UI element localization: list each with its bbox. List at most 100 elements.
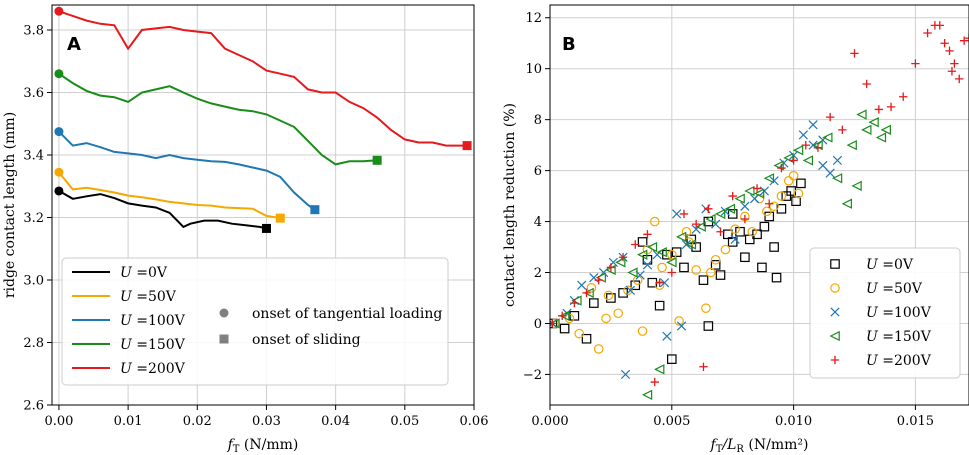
point-50V xyxy=(649,216,660,227)
point-200V xyxy=(699,362,708,371)
point-50V xyxy=(747,226,757,237)
point-100V xyxy=(750,194,760,204)
point-0V xyxy=(764,211,775,222)
point-100V xyxy=(620,369,631,380)
point-100V xyxy=(625,285,636,295)
point-200V xyxy=(667,268,677,277)
point-200V xyxy=(940,39,949,48)
point-100V xyxy=(691,224,701,234)
point-200V xyxy=(594,275,603,285)
legend-label-50V: U =50V xyxy=(866,281,923,297)
point-150V xyxy=(783,152,794,164)
point-200V xyxy=(886,102,896,112)
point-200V xyxy=(911,59,920,68)
point-150V xyxy=(841,198,852,209)
x-axis-label: fT/LR (N/mm²) xyxy=(710,437,809,455)
legend-label-150V: U =150V xyxy=(866,329,932,345)
point-50V xyxy=(601,313,611,324)
point-100V xyxy=(769,176,779,186)
legend-label-200V: U =200V xyxy=(120,361,186,377)
point-0V xyxy=(703,321,714,331)
y-tick-label: 6 xyxy=(534,164,542,179)
onset-tangential-marker-200V xyxy=(54,6,64,16)
point-200V xyxy=(945,46,954,56)
legend-marker-200V xyxy=(830,355,840,365)
point-200V xyxy=(801,140,810,150)
legend-label-100V: U =100V xyxy=(866,305,932,321)
y-tick-label: 3.8 xyxy=(23,24,44,39)
point-100V xyxy=(832,155,843,166)
y-axis-label: ridge contact length (mm) xyxy=(2,112,18,298)
legend-marker-150V xyxy=(829,330,840,342)
point-150V xyxy=(559,310,570,321)
legend-label-50V: U =50V xyxy=(120,289,177,305)
point-200V xyxy=(691,219,701,229)
legend-circle-marker xyxy=(219,308,229,318)
point-0V xyxy=(715,270,726,280)
point-0V xyxy=(757,262,767,273)
point-0V xyxy=(642,254,653,265)
point-100V xyxy=(672,209,682,219)
x-tick-label: 0.06 xyxy=(460,414,489,429)
point-200V xyxy=(570,298,579,308)
point-50V xyxy=(632,275,643,285)
point-200V xyxy=(716,227,725,236)
point-150V xyxy=(856,109,867,120)
point-50V xyxy=(642,244,653,255)
y-tick-label: −2 xyxy=(523,368,542,383)
y-tick-label: 3.6 xyxy=(23,86,44,101)
point-200V xyxy=(923,28,932,38)
point-100V xyxy=(818,160,828,171)
point-150V xyxy=(734,193,745,204)
point-200V xyxy=(777,163,786,173)
point-0V xyxy=(796,178,806,189)
point-150V xyxy=(666,257,677,268)
x-tick-label: 0.02 xyxy=(183,414,212,429)
panel-label: B xyxy=(562,34,576,55)
series-line-0V xyxy=(58,190,267,230)
legend-square-marker xyxy=(219,334,229,344)
y-axis-label: contact length reduction (%) xyxy=(502,103,518,307)
point-50V xyxy=(637,326,648,336)
point-150V xyxy=(802,155,814,166)
point-150V xyxy=(868,117,879,128)
point-100V xyxy=(825,168,835,178)
point-100V xyxy=(730,234,740,245)
point-200V xyxy=(935,21,944,30)
point-100V xyxy=(659,278,670,288)
axes-frame xyxy=(549,4,969,406)
legend-box xyxy=(61,257,449,386)
point-100V xyxy=(798,130,808,140)
point-200V xyxy=(862,79,871,89)
point-100V xyxy=(720,206,731,216)
point-50V xyxy=(667,249,677,260)
point-200V xyxy=(947,67,957,76)
x-tick-label: 0.00 xyxy=(44,414,73,429)
point-100V xyxy=(662,331,672,341)
x-tick-label: 0.04 xyxy=(321,414,350,429)
point-100V xyxy=(711,219,721,229)
onset-sliding-marker-50V xyxy=(275,213,285,223)
y-tick-label: 2.8 xyxy=(23,336,44,351)
point-0V xyxy=(710,260,721,270)
point-50V xyxy=(710,254,721,265)
point-50V xyxy=(769,201,779,212)
point-150V xyxy=(646,241,658,253)
point-100V xyxy=(818,135,828,145)
point-0V xyxy=(671,247,682,257)
series-line-100V xyxy=(58,130,316,211)
point-100V xyxy=(642,260,653,270)
point-150V xyxy=(851,180,862,192)
point-0V xyxy=(781,191,792,201)
point-0V xyxy=(769,242,779,252)
point-0V xyxy=(723,229,733,240)
point-0V xyxy=(630,280,641,291)
point-0V xyxy=(606,293,616,303)
point-150V xyxy=(744,185,755,197)
point-150V xyxy=(685,239,697,250)
point-200V xyxy=(950,59,959,68)
point-50V xyxy=(681,226,692,237)
point-200V xyxy=(959,36,969,45)
point-100V xyxy=(759,186,769,196)
point-0V xyxy=(735,226,745,237)
